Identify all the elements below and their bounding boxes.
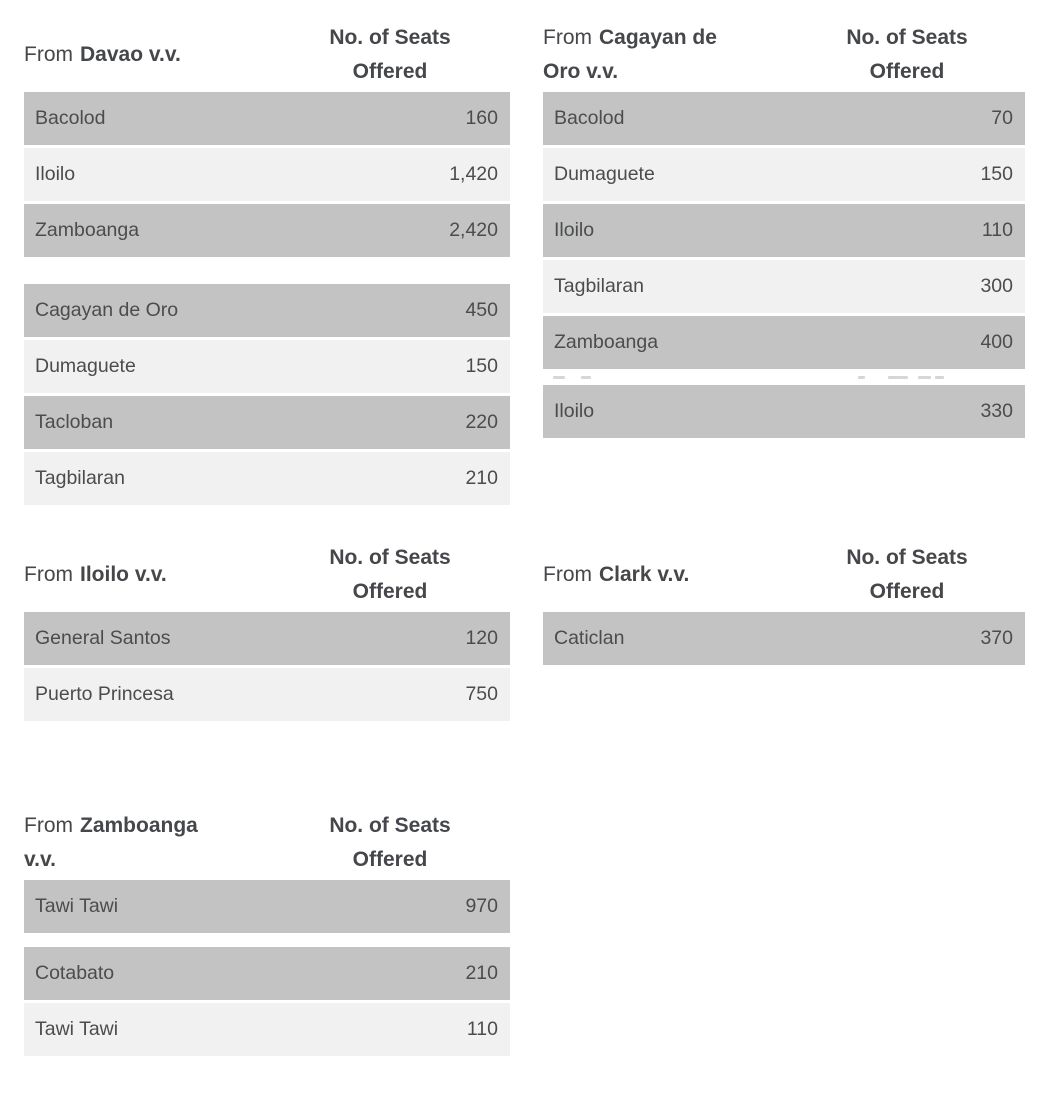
table-row: Dumaguete 150 xyxy=(543,148,1025,201)
destination-label: Puerto Princesa xyxy=(35,683,174,705)
table-header: From Iloilo v.v. No. of Seats Offered xyxy=(24,540,510,610)
table-title: From Clark v.v. xyxy=(543,558,827,592)
table-row: Tawi Tawi 970 xyxy=(24,880,510,933)
destination-label: Dumaguete xyxy=(554,163,655,185)
seats-value: 450 xyxy=(465,299,498,321)
seats-value: 1,420 xyxy=(449,163,498,185)
table-title: From Davao v.v. xyxy=(24,38,310,72)
table-from-zamboanga: From Zamboanga v.v. No. of Seats Offered … xyxy=(24,808,510,1059)
table-header: From Davao v.v. No. of Seats Offered xyxy=(24,20,510,90)
table-row: Caticlan 370 xyxy=(543,612,1025,665)
table-row: Zamboanga 400 xyxy=(543,316,1025,369)
seats-value: 120 xyxy=(465,627,498,649)
table-row: Zamboanga 2,420 xyxy=(24,204,510,257)
from-city: Clark v.v. xyxy=(599,563,690,586)
seats-value: 150 xyxy=(980,163,1013,185)
seats-value: 750 xyxy=(465,683,498,705)
seats-value: 70 xyxy=(991,107,1013,129)
table-row: Tagbilaran 210 xyxy=(24,452,510,505)
seats-column-header: No. of Seats Offered xyxy=(846,26,968,83)
destination-label: Tagbilaran xyxy=(35,467,125,489)
table-row: Dumaguete 150 xyxy=(24,340,510,393)
destination-label: Bacolod xyxy=(554,107,625,129)
seats-value: 970 xyxy=(465,895,498,917)
destination-label: Tawi Tawi xyxy=(35,895,119,917)
seats-value: 210 xyxy=(465,467,498,489)
seats-value: 220 xyxy=(465,411,498,433)
destination-label: Cotabato xyxy=(35,962,115,984)
destination-label: Cagayan de Oro xyxy=(35,299,179,321)
seats-value: 110 xyxy=(981,219,1013,241)
table-row: Tacloban 220 xyxy=(24,396,510,449)
from-city: Zamboanga v.v. xyxy=(24,814,198,871)
from-city: Cagayan de Oro v.v. xyxy=(543,26,717,83)
table-row: Cotabato 210 xyxy=(24,947,510,1000)
from-prefix: From xyxy=(24,563,73,586)
table-row: Iloilo 110 xyxy=(543,204,1025,257)
destination-label: Tagbilaran xyxy=(554,275,644,297)
destination-label: Bacolod xyxy=(35,107,106,129)
clipped-row-remnant xyxy=(543,372,1025,385)
seats-column-header: No. of Seats Offered xyxy=(329,814,451,871)
destination-label: Iloilo xyxy=(554,400,595,422)
from-prefix: From xyxy=(24,814,73,837)
seats-column-header: No. of Seats Offered xyxy=(329,546,451,603)
destination-label: Zamboanga xyxy=(554,331,659,353)
table-row: Iloilo 1,420 xyxy=(24,148,510,201)
table-row: Puerto Princesa 750 xyxy=(24,668,510,721)
from-city: Iloilo v.v. xyxy=(80,563,167,586)
from-city: Davao v.v. xyxy=(80,43,181,66)
table-row: Bacolod 70 xyxy=(543,92,1025,145)
destination-label: Zamboanga xyxy=(35,219,140,241)
destination-label: Tawi Tawi xyxy=(35,1018,119,1040)
seats-value: 400 xyxy=(980,331,1013,353)
table-row: General Santos 120 xyxy=(24,612,510,665)
table-row: Bacolod 160 xyxy=(24,92,510,145)
table-title: From Iloilo v.v. xyxy=(24,558,310,592)
seats-value: 300 xyxy=(980,275,1013,297)
seats-value: 2,420 xyxy=(449,219,498,241)
table-from-davao: From Davao v.v. No. of Seats Offered Baco… xyxy=(24,20,510,508)
destination-label: Tacloban xyxy=(35,411,114,433)
table-from-clark: From Clark v.v. No. of Seats Offered Cati… xyxy=(543,540,1025,668)
destination-label: General Santos xyxy=(35,627,171,649)
table-row: Iloilo 330 xyxy=(543,385,1025,438)
table-header: From Zamboanga v.v. No. of Seats Offered xyxy=(24,808,510,878)
seats-value: 330 xyxy=(980,400,1013,422)
table-title: From Zamboanga v.v. xyxy=(24,809,219,877)
group-gap xyxy=(24,936,510,947)
seats-value: 150 xyxy=(465,355,498,377)
table-from-iloilo: From Iloilo v.v. No. of Seats Offered Gen… xyxy=(24,540,510,724)
from-prefix: From xyxy=(24,43,73,66)
table-row: Tagbilaran 300 xyxy=(543,260,1025,313)
destination-label: Dumaguete xyxy=(35,355,136,377)
table-title: From Cagayan de Oro v.v. xyxy=(543,21,738,89)
table-row: Tawi Tawi 110 xyxy=(24,1003,510,1056)
table-header: From Cagayan de Oro v.v. No. of Seats Off… xyxy=(543,20,1025,90)
from-prefix: From xyxy=(543,563,592,586)
seats-value: 160 xyxy=(465,107,498,129)
from-prefix: From xyxy=(543,26,592,49)
table-row: Cagayan de Oro 450 xyxy=(24,284,510,337)
destination-label: Caticlan xyxy=(554,627,625,649)
destination-label: Iloilo xyxy=(35,163,76,185)
table-header: From Clark v.v. No. of Seats Offered xyxy=(543,540,1025,610)
group-gap xyxy=(24,260,510,284)
seats-column-header: No. of Seats Offered xyxy=(846,546,968,603)
seats-value: 110 xyxy=(466,1018,498,1040)
seats-column-header: No. of Seats Offered xyxy=(329,26,451,83)
table-from-cagayan-de-oro: From Cagayan de Oro v.v. No. of Seats Off… xyxy=(543,20,1025,441)
seats-value: 370 xyxy=(980,627,1013,649)
destination-label: Iloilo xyxy=(554,219,595,241)
seats-value: 210 xyxy=(465,962,498,984)
